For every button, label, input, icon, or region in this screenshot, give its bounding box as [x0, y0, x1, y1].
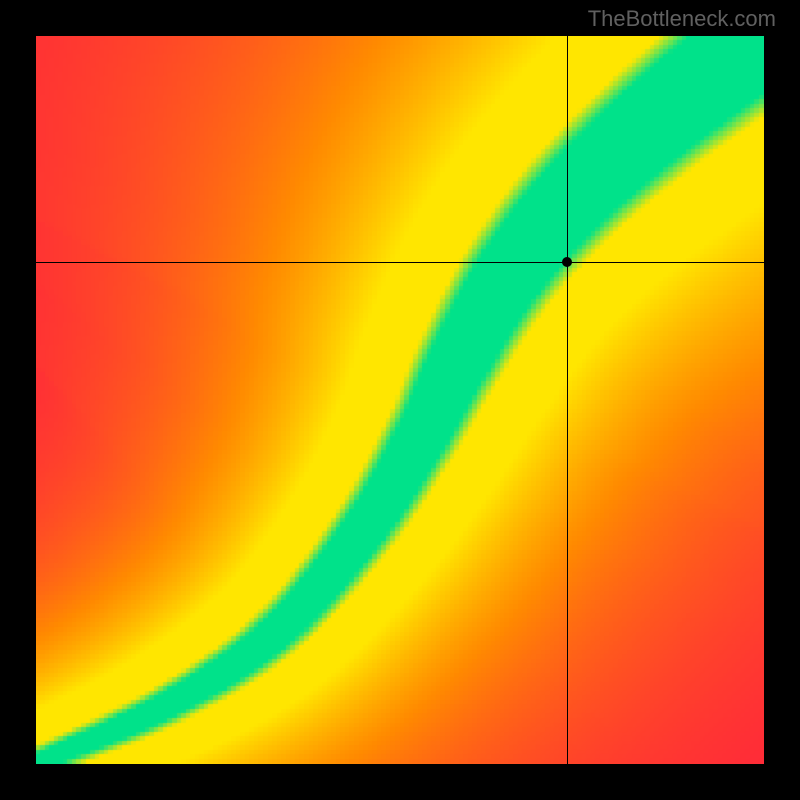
crosshair-horizontal: [36, 262, 764, 263]
watermark-text: TheBottleneck.com: [588, 6, 776, 32]
heatmap-plot: [36, 36, 764, 764]
crosshair-vertical: [567, 36, 568, 764]
crosshair-marker: [562, 257, 572, 267]
heatmap-canvas: [36, 36, 764, 764]
